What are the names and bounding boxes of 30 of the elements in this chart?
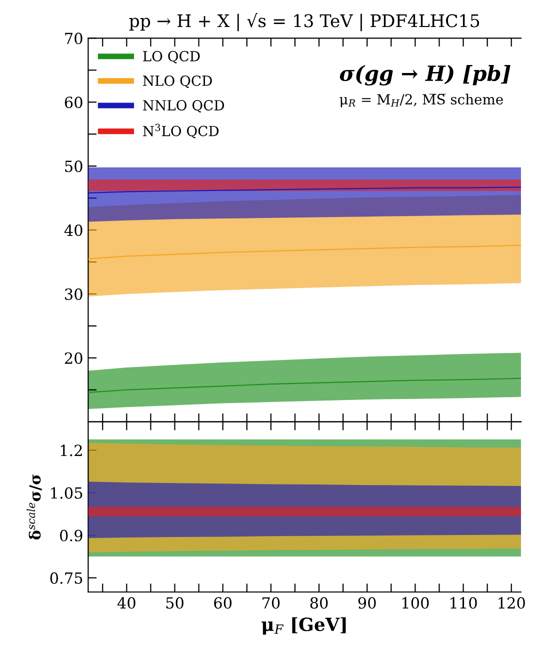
x-tick-label: 110: [450, 597, 477, 609]
y-tick-label: 0.75: [50, 572, 82, 584]
legend-label: N$^{3}$LO QCD: [143, 124, 219, 138]
y-tick-label: 0.9: [60, 530, 82, 542]
x-tick-label: 40: [117, 597, 136, 609]
y-tick-label: 60: [64, 96, 82, 108]
x-tick-label: 90: [358, 597, 376, 609]
y-tick-label: 40: [64, 224, 82, 236]
y-tick-label: 20: [64, 352, 82, 364]
y-tick-label: 30: [65, 288, 82, 300]
x-tick-label: 120: [498, 597, 525, 609]
y-tick-label: 50: [65, 160, 82, 172]
legend-label: LO QCD: [143, 50, 200, 64]
x-tick-label: 50: [166, 597, 184, 609]
annotation: σ(gg → H) [pb]: [340, 65, 510, 86]
line-series: [88, 378, 521, 393]
x-tick-label: 100: [402, 597, 429, 609]
x-tick-label: 60: [214, 597, 232, 609]
annotation: μ$_{R}$ = M$_{H}$/2, M̅S̅ scheme: [340, 94, 503, 108]
y-tick-label: 1.2: [60, 444, 82, 456]
chart-title: pp → H + X | √s = 13 TeV | PDF4LHC15: [129, 12, 480, 32]
y-axis-title: δ$^{scale}$σ/σ: [26, 474, 42, 540]
legend-label: NNLO QCD: [143, 100, 224, 113]
x-axis-title: μ$_{F}$ [GeV]: [262, 617, 346, 635]
legend-label: NLO QCD: [143, 75, 212, 88]
x-tick-label: 70: [262, 597, 280, 609]
y-tick-label: 1.05: [51, 487, 82, 499]
y-tick-label: 70: [65, 32, 82, 44]
line-series: [88, 244, 521, 260]
x-tick-label: 80: [310, 597, 328, 609]
